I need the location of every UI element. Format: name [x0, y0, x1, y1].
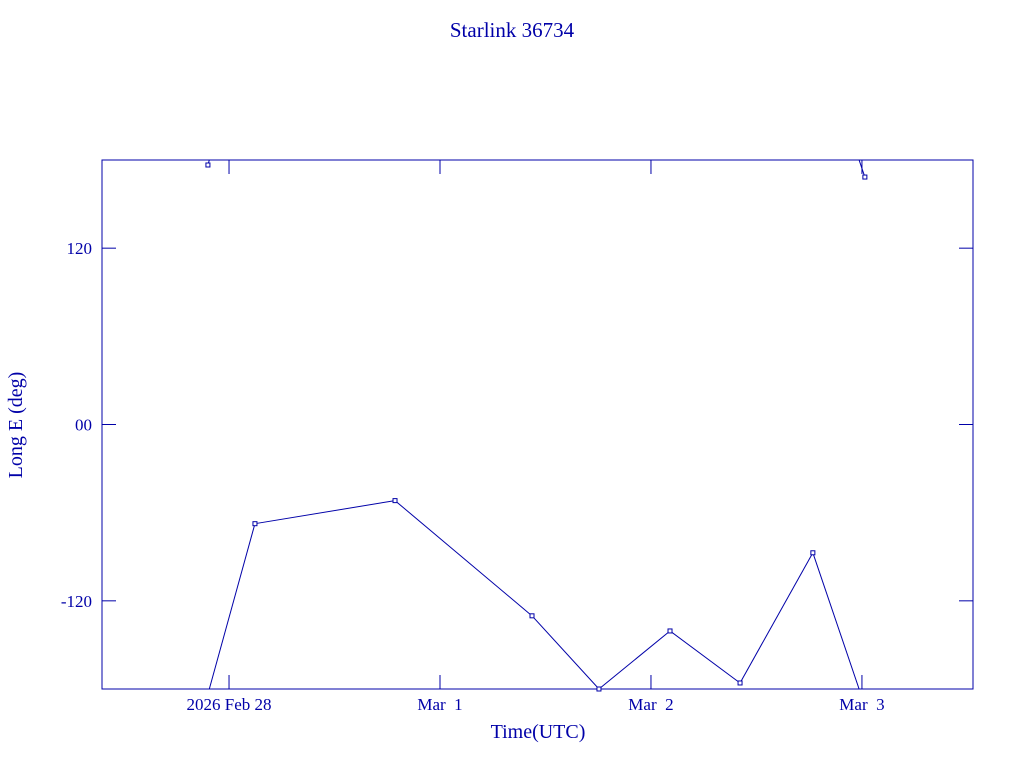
point [737, 680, 743, 686]
point [252, 521, 258, 527]
connector [254, 500, 396, 525]
x-tick-label: 2026 Feb 28 [187, 695, 272, 714]
chart-title: Starlink 36734 [450, 18, 575, 42]
y-tick-label: 120 [67, 239, 93, 258]
point [205, 162, 211, 168]
x-tick-label: Mar 1 [417, 695, 462, 714]
point [392, 498, 398, 504]
point [596, 686, 602, 692]
connector [598, 630, 671, 689]
connector [858, 160, 866, 178]
connector [394, 500, 533, 617]
y-tick-label: -120 [61, 592, 92, 611]
connector [739, 552, 814, 684]
connector [207, 160, 210, 166]
y-axis-label: Long E (deg) [5, 372, 27, 479]
x-axis-label: Time(UTC) [491, 721, 586, 743]
connector [208, 523, 256, 689]
y-tick-label: 00 [75, 416, 92, 435]
point [667, 628, 673, 634]
connector [812, 552, 860, 689]
connector [531, 615, 600, 689]
connector [669, 630, 741, 684]
point [529, 613, 535, 619]
point [810, 550, 816, 556]
point [862, 174, 868, 180]
x-tick-label: Mar 2 [628, 695, 673, 714]
plot-frame [101, 159, 974, 690]
x-tick-label: Mar 3 [839, 695, 884, 714]
plot-area [207, 160, 866, 689]
